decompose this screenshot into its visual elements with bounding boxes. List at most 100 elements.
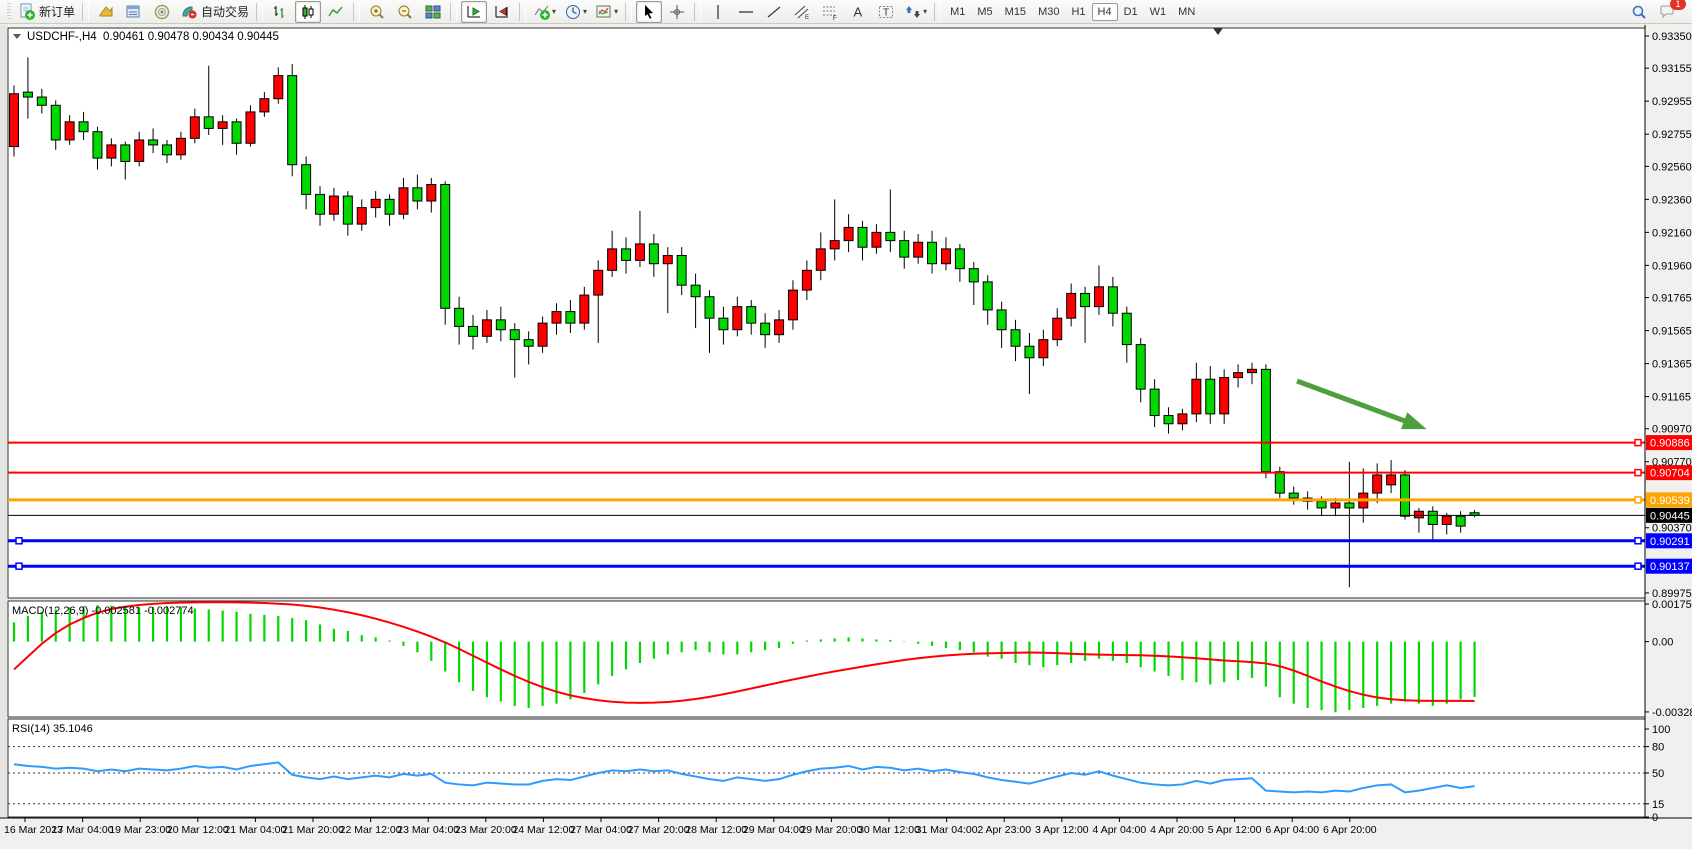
timeframe-w1-button[interactable]: W1 [1149, 5, 1167, 18]
horizontal-line-objects[interactable] [8, 438, 1645, 570]
cursor-button[interactable] [636, 0, 663, 23]
line-chart-mode-button[interactable] [323, 1, 349, 23]
periods-button[interactable]: ▾ [561, 1, 590, 23]
zoom-out-button[interactable] [392, 1, 418, 23]
toolbar-grip[interactable] [7, 2, 11, 21]
macd-chart-panel [7, 600, 1646, 718]
time-axis-label: 3 Apr 12:00 [1035, 824, 1089, 836]
new-order-button[interactable]: 新订单 [15, 1, 78, 23]
candle-body [36, 96, 47, 106]
trend-arrow-head[interactable] [1400, 412, 1427, 430]
profiles-icon [97, 3, 115, 21]
trendline-tool-button[interactable] [761, 1, 787, 23]
time-axis-label: 21 Mar 04:00 [224, 824, 286, 836]
symbol-dropdown-icon[interactable] [13, 34, 21, 39]
chart-shift-marker[interactable] [1213, 28, 1223, 35]
line-handle[interactable] [1634, 537, 1642, 545]
candle-body [940, 248, 951, 265]
text-label-icon: T [877, 3, 895, 21]
price-axis-label: 0.91565 [1652, 326, 1692, 338]
indicators-button[interactable]: ▾ [530, 1, 559, 23]
data-window-button[interactable] [121, 1, 147, 23]
candle-body [1316, 500, 1327, 509]
strategy-signal-button[interactable] [149, 1, 175, 23]
time-axis-label: 20 Mar 12:00 [167, 824, 229, 836]
timeframe-mn-button[interactable]: MN [1178, 5, 1196, 18]
candle-body [1274, 471, 1285, 494]
candlestick-mode-button[interactable] [295, 0, 322, 23]
timeframe-m1-button[interactable]: M1 [950, 5, 966, 18]
tile-windows-button[interactable] [420, 1, 446, 23]
arrows-tool-button[interactable]: ▾ [901, 1, 930, 23]
trend-arrow-object[interactable] [1296, 378, 1415, 427]
text-label-tool-button[interactable]: T [873, 1, 899, 23]
time-axis-label: 31 Mar 04:00 [916, 824, 978, 836]
profiles-button[interactable] [93, 1, 119, 23]
candle-body [440, 184, 451, 309]
annotations[interactable] [1213, 28, 1427, 430]
vertical-line-tool-button[interactable] [705, 1, 731, 23]
line-handle[interactable] [15, 537, 23, 545]
clock-icon [564, 3, 582, 21]
candle-body [927, 241, 938, 265]
new-order-icon [18, 3, 36, 21]
time-axis-label: 30 Mar 12:00 [858, 824, 920, 836]
candle-body [760, 322, 771, 336]
timeframe-m30-button[interactable]: M30 [1038, 5, 1060, 18]
time-axis-label: 4 Apr 04:00 [1093, 824, 1147, 836]
chat-button[interactable]: 1 [1654, 0, 1686, 23]
channel-tool-button[interactable]: E [789, 1, 815, 23]
price-axis-label: 0.92955 [1652, 96, 1692, 108]
panel-separator[interactable] [0, 717, 1692, 719]
timeframe-d1-button[interactable]: D1 [1123, 5, 1138, 18]
auto-scroll-button[interactable] [461, 0, 488, 23]
templates-button[interactable]: ▾ [592, 1, 621, 23]
candle-body [287, 75, 298, 166]
candle-body [732, 306, 743, 331]
candlestick-series [9, 57, 1480, 588]
zoom-in-button[interactable] [364, 1, 390, 23]
text-tool-button[interactable]: A [845, 1, 871, 23]
chart-title-ohlc: 0.90461 0.90478 0.90434 0.90445 [103, 31, 279, 43]
chart-canvas[interactable]: 0.90886 0.90704 0.90539 0.90291 0.90137 0.904… [0, 25, 1692, 849]
timeframe-m5-button[interactable]: M5 [977, 5, 993, 18]
candle-body [857, 226, 868, 248]
candle-body [315, 193, 326, 215]
candle-body [1288, 492, 1299, 499]
bar-chart-icon [271, 3, 289, 21]
search-icon [1630, 3, 1648, 21]
candle-body [495, 319, 506, 331]
price-axis-label: 0.90370 [1652, 523, 1692, 535]
bar-chart-mode-button[interactable] [267, 1, 293, 23]
line-chart-icon [327, 3, 345, 21]
price-axis-label: 0.92360 [1652, 194, 1692, 206]
candle-body [1149, 388, 1160, 417]
panel-separator[interactable] [0, 598, 1692, 601]
hline-price-label-box [1646, 558, 1692, 574]
timeframe-m15-button[interactable]: M15 [1004, 5, 1027, 18]
fibonacci-tool-button[interactable]: F [817, 1, 843, 23]
candle-body [537, 322, 548, 347]
candle-body [787, 289, 798, 321]
line-handle[interactable] [1634, 562, 1642, 570]
horizontal-line-tool-button[interactable] [733, 1, 759, 23]
time-axis-label: 2 Apr 23:00 [977, 824, 1031, 836]
line-handle[interactable] [1634, 438, 1642, 447]
crosshair-button[interactable] [664, 1, 690, 23]
chart-shift-button[interactable] [489, 1, 515, 23]
timeframe-h1-button[interactable]: H1 [1071, 5, 1086, 18]
search-button[interactable] [1626, 1, 1652, 23]
hline-price-label-box [1646, 533, 1692, 549]
candle-body [1233, 372, 1244, 379]
macd-axis-label: 0.00 [1652, 637, 1673, 649]
time-axis-label: 21 Mar 20:00 [282, 824, 344, 836]
templates-icon [595, 3, 613, 21]
axes: 0.90886 0.90704 0.90539 0.90291 0.90137 0.904… [0, 25, 1692, 836]
candle-body [175, 137, 186, 156]
line-handle[interactable] [1634, 496, 1642, 504]
auto-trading-button[interactable]: 自动交易 [177, 1, 252, 23]
line-handle[interactable] [15, 562, 23, 570]
line-handle[interactable] [1634, 468, 1642, 477]
toolbar-separator [82, 2, 90, 21]
timeframe-h4-button[interactable]: H4 [1091, 2, 1118, 21]
